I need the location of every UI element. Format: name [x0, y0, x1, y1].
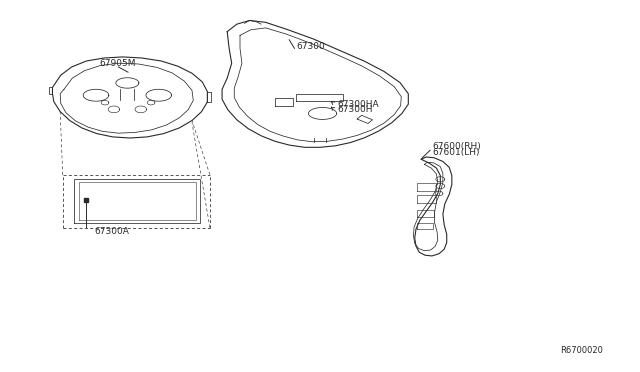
Text: R6700020: R6700020: [560, 346, 603, 355]
Text: 67300A: 67300A: [95, 227, 129, 236]
Text: 67300H: 67300H: [337, 105, 372, 114]
Text: 67601(LH): 67601(LH): [432, 148, 479, 157]
Text: 67300: 67300: [296, 42, 325, 51]
Text: 67300HA: 67300HA: [337, 100, 379, 109]
Text: 67600(RH): 67600(RH): [432, 142, 481, 151]
Text: 67905M: 67905M: [99, 60, 136, 68]
